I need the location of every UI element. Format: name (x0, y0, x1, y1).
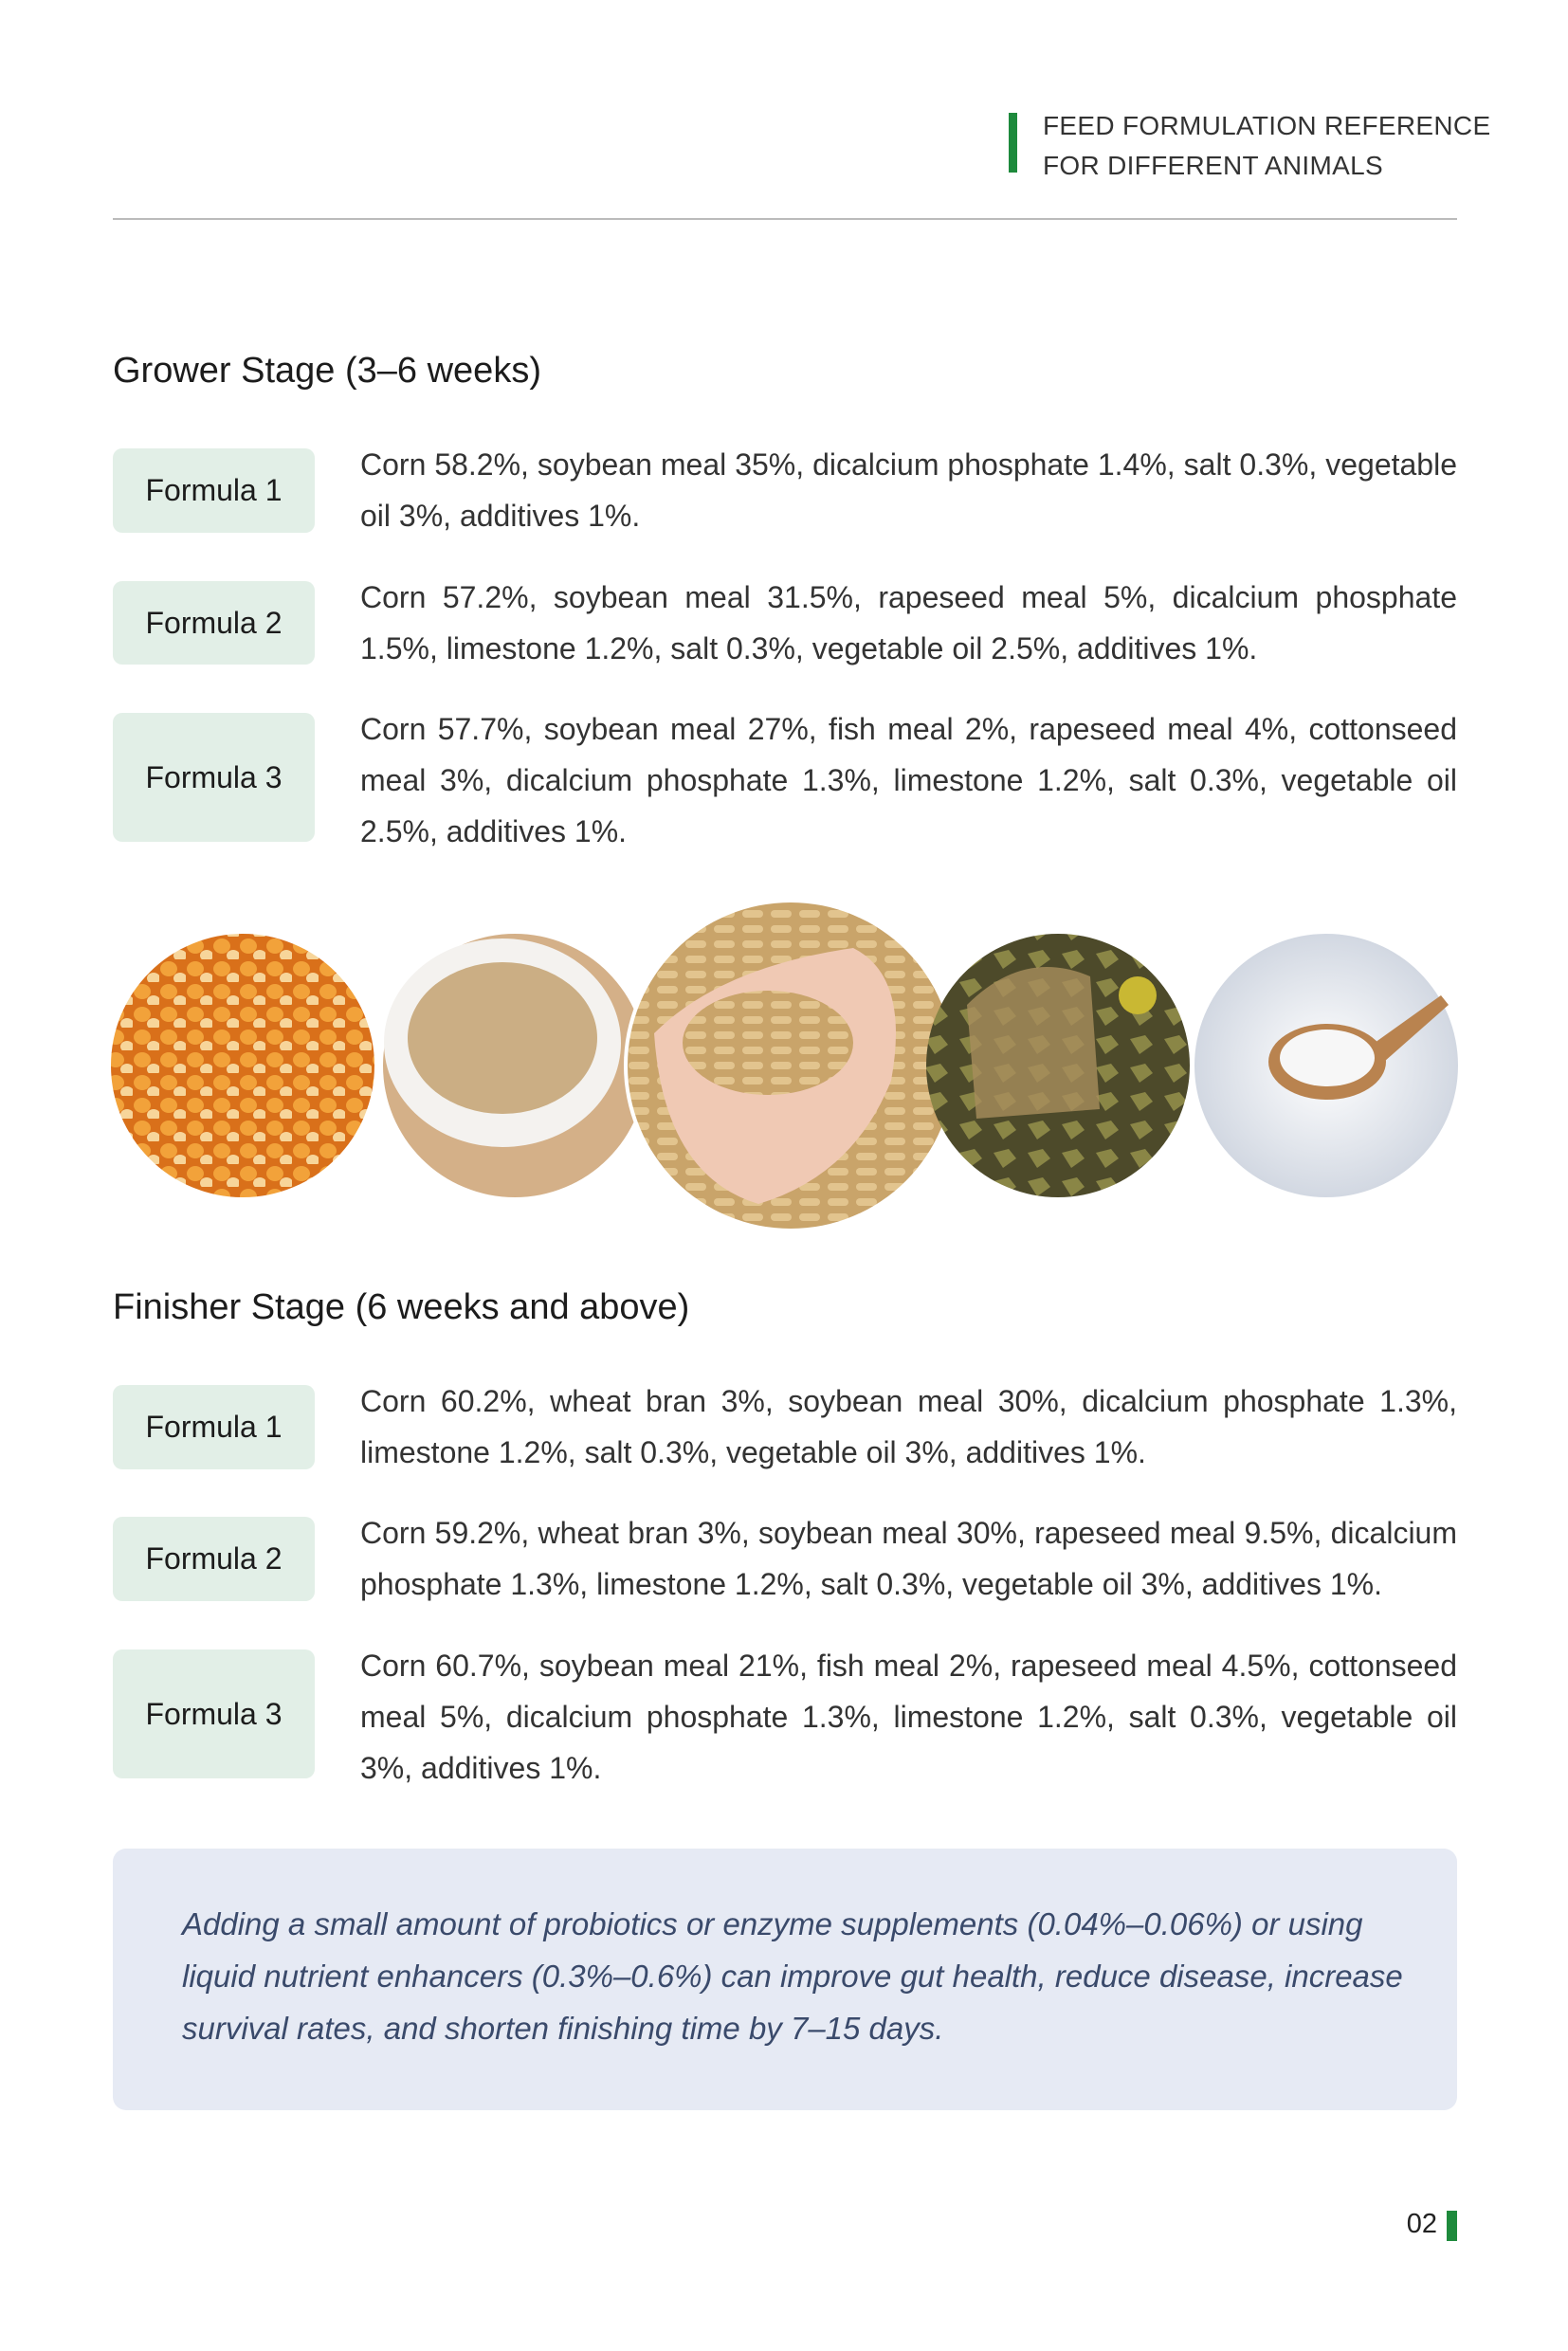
note-box: Adding a small amount of probiotics or e… (113, 1849, 1457, 2110)
soybean-meal-image (383, 934, 647, 1197)
formula-text: Corn 57.2%, soybean meal 31.5%, rapeseed… (360, 580, 1457, 665)
section-heading: Finisher Stage (6 weeks and above) (113, 1287, 690, 1327)
corn-image (111, 934, 374, 1197)
note-text: Adding a small amount of probiotics or e… (182, 1906, 1403, 2046)
header-title: FEED FORMULATION REFERENCE FOR DIFFERENT… (1043, 106, 1490, 186)
ingredient-images (111, 899, 1458, 1232)
formula-text: Corn 60.2%, wheat bran 3%, soybean meal … (360, 1384, 1457, 1469)
header-accent (1009, 113, 1017, 173)
salt-image (1194, 934, 1458, 1197)
pellet-image (624, 899, 957, 1232)
header-line: FEED FORMULATION REFERENCE (1043, 111, 1491, 140)
formula-label: Formula 2 (113, 1517, 315, 1601)
header-rule (113, 218, 1457, 220)
header-line: FOR DIFFERENT ANIMALS (1043, 151, 1383, 180)
formula-label: Formula 1 (113, 448, 315, 533)
formula-label: Formula 2 (113, 581, 315, 665)
section-heading: Grower Stage (3–6 weeks) (113, 351, 541, 391)
formula-label: Formula 3 (113, 713, 315, 842)
formula-text: Corn 59.2%, wheat bran 3%, soybean meal … (360, 1516, 1457, 1601)
formula-text: Corn 60.7%, soybean meal 21%, fish meal … (360, 1649, 1457, 1785)
formula-label: Formula 3 (113, 1649, 315, 1778)
formula-label: Formula 1 (113, 1385, 315, 1469)
page-number-accent (1447, 2211, 1457, 2241)
formula-text: Corn 58.2%, soybean meal 35%, dicalcium … (360, 447, 1457, 533)
page-number: 02 (1406, 2209, 1437, 2239)
formula-text: Corn 57.7%, soybean meal 27%, fish meal … (360, 712, 1457, 848)
rapeseed-cake-image (926, 934, 1190, 1197)
